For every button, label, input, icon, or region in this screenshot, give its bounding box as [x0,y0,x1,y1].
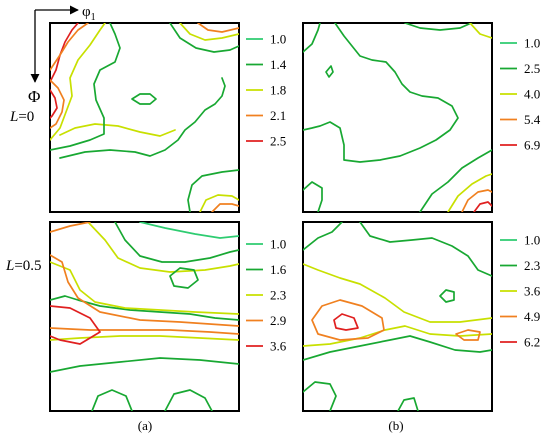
legend-label-3: 3.6 [524,284,541,299]
contour-level-2 [303,381,337,411]
contour-level-5 [473,201,492,212]
contour-level-3 [50,23,106,141]
contour-level-2 [303,335,492,361]
Phi-axis-label: Φ [28,87,40,106]
contour-level-5 [333,313,359,331]
contour-level-4 [197,23,239,33]
legend-panel-b-bot: 1.0 2.3 3.6 4.9 6.2 [500,233,541,350]
contour-level-2 [439,289,455,303]
contour-level-2 [169,267,199,289]
contour-level-3 [87,222,239,273]
panel-a-bot [49,221,240,412]
contour-level-5 [50,23,79,83]
legend-label-2: 2.5 [524,61,540,76]
contour-level-2 [404,23,474,31]
legend-label-5: 6.2 [524,335,540,350]
caption-a: (a) [138,418,152,433]
contour-level-1 [139,222,239,239]
legend-label-3: 1.8 [270,83,286,98]
contour-level-2 [50,23,121,151]
contour-level-2 [419,149,492,212]
contour-level-4 [50,79,65,129]
legend-label-4: 2.1 [270,108,286,123]
legend-label-5: 2.5 [270,134,286,149]
legend-label-5: 6.9 [524,138,540,153]
legend-panel-a-top: 1.0 1.4 1.8 2.1 2.5 [246,32,287,149]
legend-label-1: 1.0 [270,237,286,252]
contour-level-4 [50,254,239,327]
contour-level-2 [359,222,492,277]
phi1-axis-label: φ1 [82,4,96,23]
panel-b-top [302,22,493,213]
contour-level-3 [59,123,176,137]
legend-label-2: 2.3 [524,258,540,273]
legend-label-4: 4.9 [524,309,540,324]
contour-level-2 [131,93,157,105]
legend-label-3: 4.0 [524,87,540,102]
panel-b-bot [302,221,493,412]
contour-level-2 [50,295,239,321]
contour-level-3 [50,335,239,341]
contour-level-3 [303,263,492,323]
row-label-L05: L=0.5 [5,258,42,274]
row-label-L0: L=0 [9,109,34,125]
legend-label-1: 1.0 [524,233,540,248]
contour-level-4 [455,329,481,341]
contour-level-4 [461,189,492,212]
contour-level-2 [59,77,226,159]
contour-level-3 [469,23,492,39]
legend-label-1: 1.0 [524,36,540,51]
contour-level-3 [447,173,492,212]
legend-label-4: 5.4 [524,112,541,127]
contour-level-5 [50,305,101,345]
contour-level-3 [199,194,239,212]
contour-level-2 [303,222,343,251]
contour-level-2 [91,389,133,411]
legend-label-3: 2.3 [270,288,286,303]
panel-a-top [49,22,240,213]
contour-level-2 [325,65,334,78]
contour-level-2 [303,181,323,212]
contour-level-4 [311,299,385,341]
contour-level-2 [303,23,459,163]
contour-level-4 [211,203,239,212]
contour-level-2 [164,389,213,411]
legend-panel-a-bot: 1.0 1.6 2.3 2.9 3.6 [246,237,287,354]
contour-level-5 [50,89,58,119]
contour-level-4 [50,222,91,233]
contour-level-4 [50,23,89,71]
contour-level-3 [179,23,239,41]
legend-panel-b-top: 1.0 2.5 4.0 5.4 6.9 [500,36,541,153]
contour-level-2 [303,23,321,53]
panel-frame [302,221,493,412]
caption-b: (b) [388,418,403,433]
legend-label-1: 1.0 [270,32,286,47]
panel-frame [302,22,493,213]
contour-level-2 [187,169,239,212]
legend-label-5: 3.6 [270,339,287,354]
legend-label-2: 1.4 [270,57,287,72]
contour-level-2 [169,23,239,53]
legend-label-4: 2.9 [270,313,286,328]
axis-indicator: φ1 Φ [28,4,96,106]
contour-level-2 [114,222,239,263]
legend-label-2: 1.6 [270,262,287,277]
contour-level-2 [50,357,239,373]
contour-level-2 [397,397,419,411]
contour-level-3 [50,261,239,315]
contour-level-4 [50,327,239,335]
contour-level-3 [303,325,492,347]
